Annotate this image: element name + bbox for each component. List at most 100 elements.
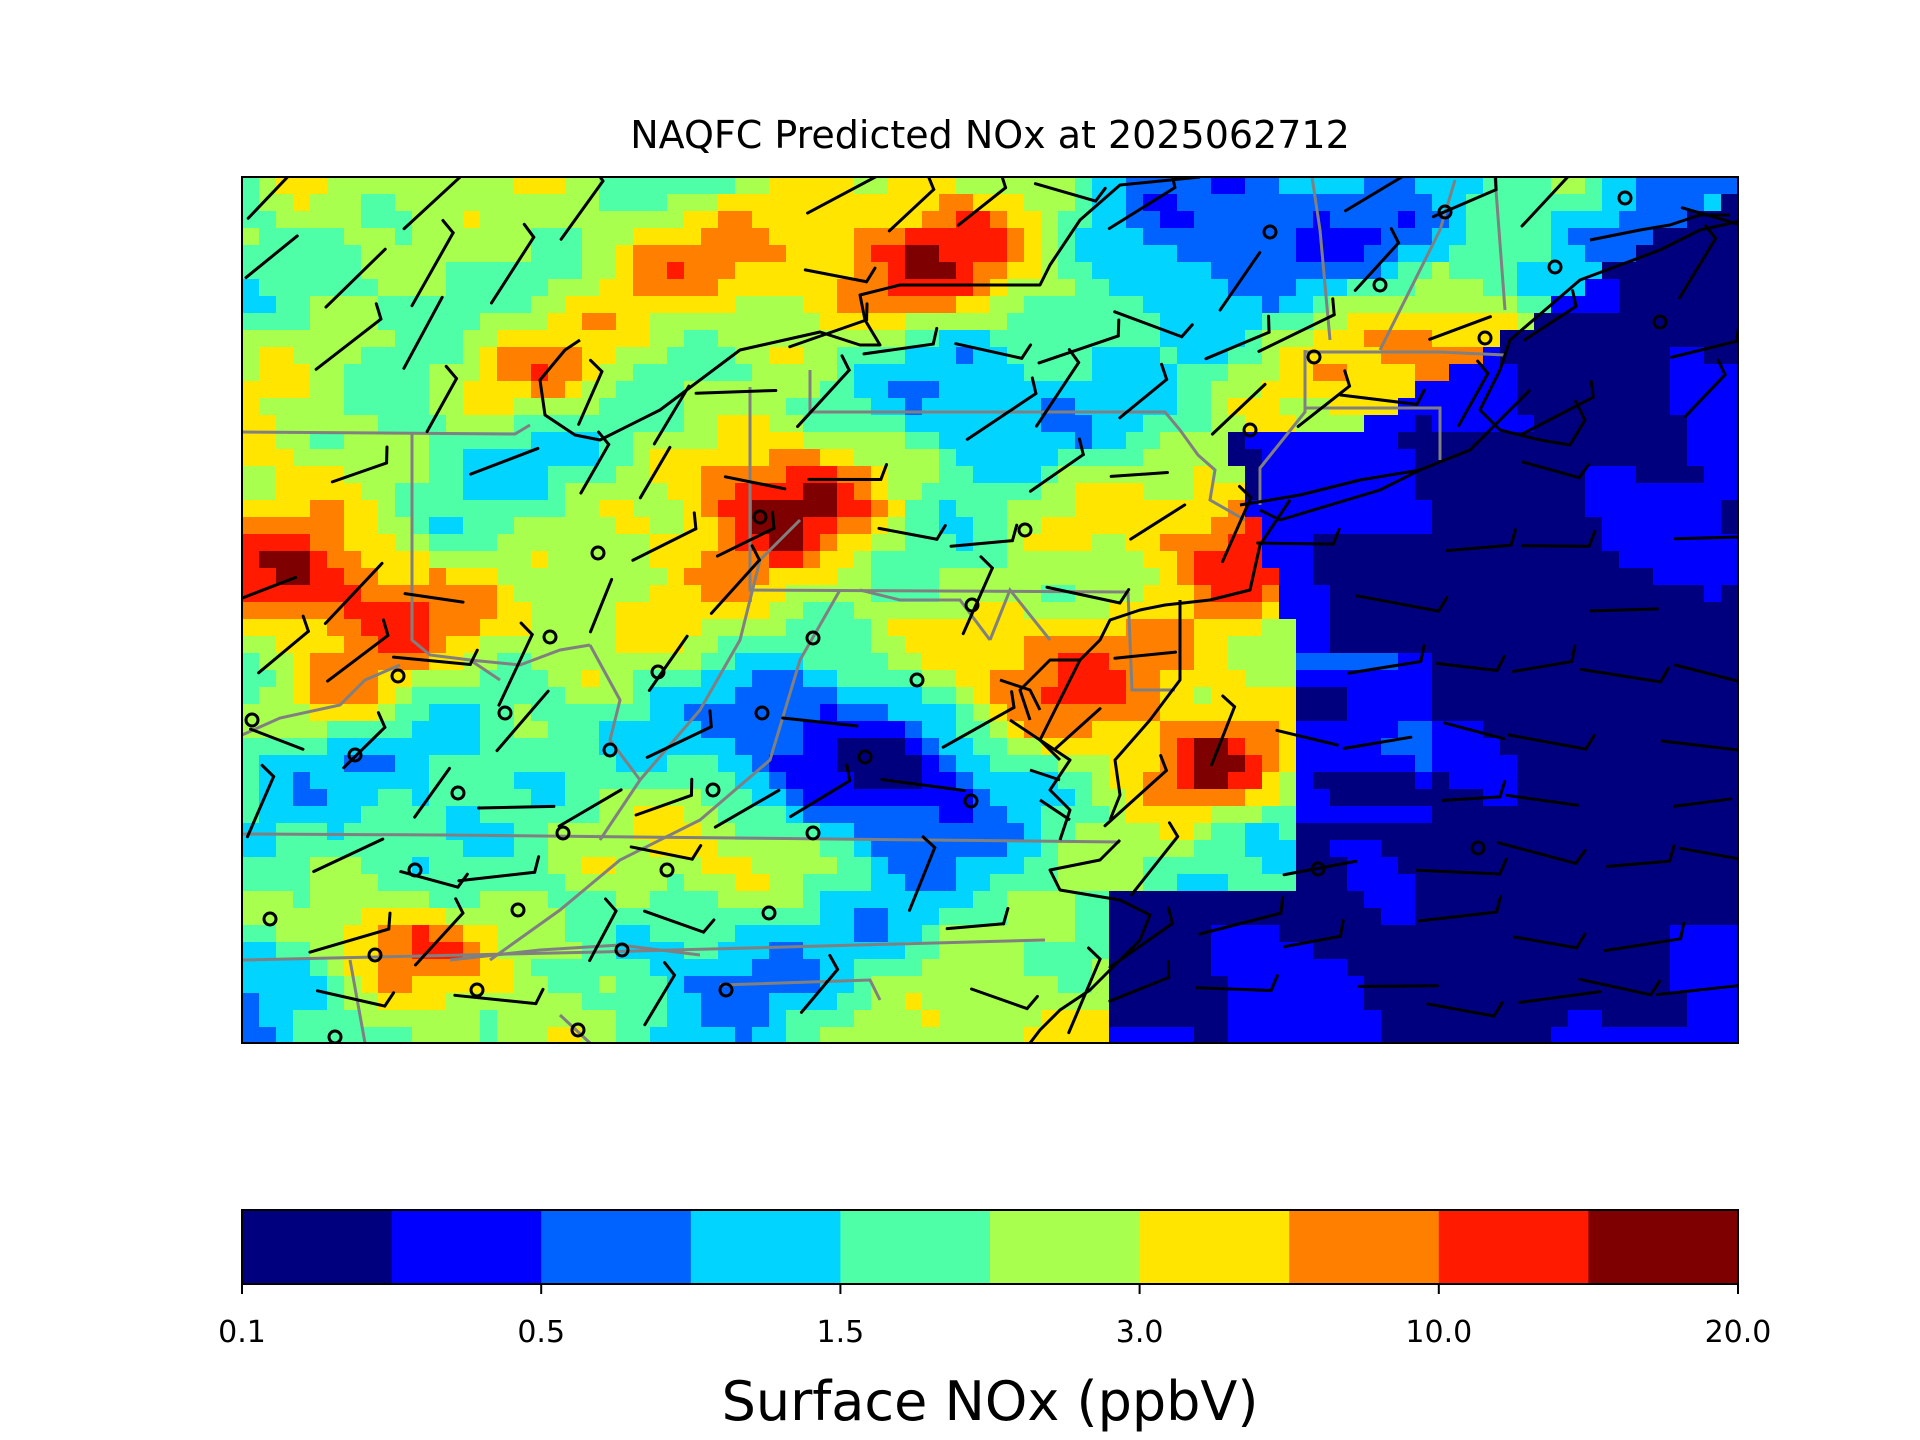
heat-cell — [1296, 925, 1314, 943]
heat-cell — [956, 1010, 974, 1028]
heat-cell — [616, 330, 634, 348]
heat-cell — [395, 568, 413, 586]
heat-cell — [242, 891, 260, 909]
heat-cell — [684, 551, 702, 569]
heat-cell — [1687, 296, 1705, 314]
wind-barb — [330, 445, 389, 484]
heat-cell — [769, 517, 787, 535]
heat-cell — [1279, 551, 1297, 569]
heat-cell — [1245, 551, 1263, 569]
heat-cell — [565, 704, 583, 722]
heat-cell — [1041, 432, 1059, 450]
heat-cell — [1245, 721, 1263, 739]
heat-cell — [973, 636, 991, 654]
heat-cell — [684, 517, 702, 535]
heat-cell — [939, 177, 957, 195]
heat-cell — [548, 194, 566, 212]
heat-cell — [1211, 364, 1229, 382]
heat-cell — [293, 670, 311, 688]
heat-cell — [1279, 738, 1297, 756]
heat-cell — [871, 449, 889, 467]
heat-cell — [1041, 1027, 1059, 1043]
heat-cell — [820, 347, 838, 365]
heat-cell — [616, 840, 634, 858]
heat-cell — [837, 415, 855, 433]
heat-cell — [939, 585, 957, 603]
heat-cell — [327, 687, 345, 705]
heat-cell — [1058, 721, 1076, 739]
heat-cell — [1415, 772, 1433, 790]
heat-cell — [973, 755, 991, 773]
heat-cell — [548, 347, 566, 365]
heat-cell — [1415, 483, 1433, 501]
wind-barb — [1282, 859, 1358, 877]
heat-cell — [633, 364, 651, 382]
heat-cell — [1330, 415, 1348, 433]
heat-cell — [1143, 415, 1161, 433]
heat-cell — [1364, 602, 1382, 620]
wind-barb — [312, 837, 385, 874]
monitor-site-marker — [1652, 314, 1668, 330]
heat-cell — [378, 211, 396, 229]
heat-cell — [1347, 381, 1365, 399]
heat-cell — [1500, 670, 1518, 688]
coastline-segment — [553, 338, 581, 363]
heat-cell — [1381, 942, 1399, 960]
heat-cell — [803, 602, 821, 620]
heat-cell — [1721, 296, 1738, 314]
wind-barb — [715, 510, 776, 558]
heat-cell — [1585, 432, 1603, 450]
heat-cell — [1602, 194, 1620, 212]
heat-cell — [531, 1027, 549, 1043]
monitor-site-marker — [390, 668, 406, 684]
wind-barb — [1198, 895, 1285, 936]
heat-cell — [786, 789, 804, 807]
heat-cell — [480, 381, 498, 399]
heat-cell — [1092, 483, 1110, 501]
heat-cell — [293, 415, 311, 433]
heat-cell — [582, 347, 600, 365]
heat-cell — [684, 415, 702, 433]
heat-cell — [531, 619, 549, 637]
heat-cell — [548, 738, 566, 756]
heat-cell — [1653, 296, 1671, 314]
heat-cell — [259, 891, 277, 909]
colorbar-tick-label: 20.0 — [1705, 1315, 1772, 1350]
heat-cell — [327, 789, 345, 807]
heat-cell — [1653, 262, 1671, 280]
heat-cell — [1194, 704, 1212, 722]
heat-cell — [480, 483, 498, 501]
heat-cell — [1398, 432, 1416, 450]
heat-cell — [378, 704, 396, 722]
heat-cell — [650, 1027, 668, 1043]
heat-cell — [1636, 755, 1654, 773]
heat-cell — [1092, 347, 1110, 365]
heat-cell — [1636, 177, 1654, 195]
heat-cell — [854, 483, 872, 501]
heat-cell — [786, 602, 804, 620]
heat-cell — [395, 194, 413, 212]
heat-cell — [1517, 177, 1535, 195]
heat-cell — [1585, 653, 1603, 671]
heat-cell — [1415, 619, 1433, 637]
heat-cell — [514, 330, 532, 348]
heat-cell — [1041, 755, 1059, 773]
heat-cell — [769, 806, 787, 824]
heat-cell — [1160, 347, 1178, 365]
heat-cell — [242, 874, 260, 892]
heat-cell — [1636, 602, 1654, 620]
heat-cell — [1364, 670, 1382, 688]
heat-cell — [1092, 279, 1110, 297]
heat-cell — [582, 704, 600, 722]
heat-cell — [1262, 942, 1280, 960]
heat-cell — [1636, 925, 1654, 943]
heat-cell — [1041, 211, 1059, 229]
heat-cell — [242, 908, 260, 926]
heat-cell — [939, 636, 957, 654]
heat-cell — [599, 483, 617, 501]
wind-barb — [803, 266, 877, 284]
heat-cell — [837, 500, 855, 518]
heat-cell — [1007, 1010, 1025, 1028]
heat-cell — [1245, 704, 1263, 722]
heat-cell — [973, 959, 991, 977]
